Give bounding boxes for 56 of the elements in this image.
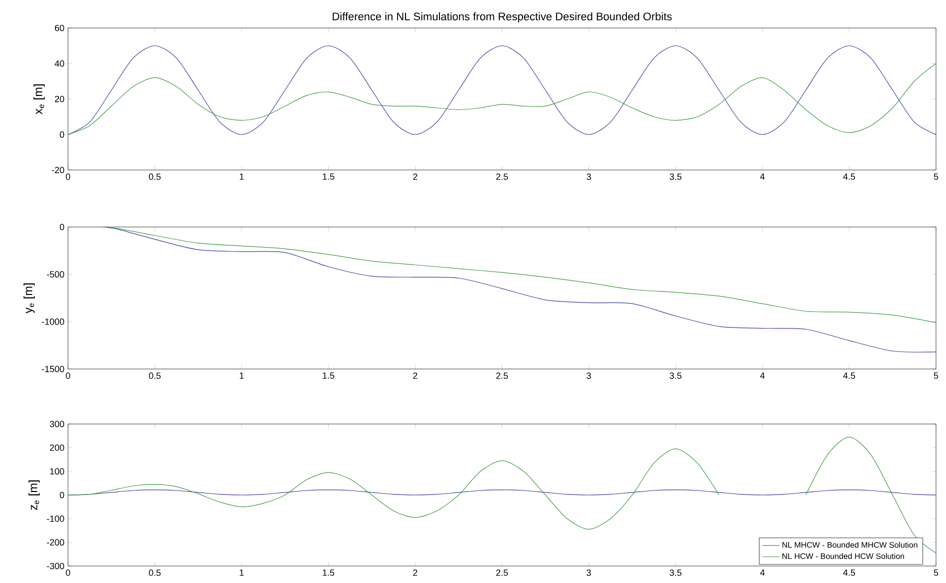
y-tick-label: -100 bbox=[46, 515, 64, 522]
x-tick-label: 0 bbox=[66, 570, 70, 576]
x-tick-label: 0.5 bbox=[148, 174, 161, 180]
x-tick-label: 4.5 bbox=[843, 570, 856, 576]
line-series bbox=[68, 63, 936, 135]
y-tick-label: 200 bbox=[50, 444, 64, 451]
x-tick-label: 3 bbox=[586, 174, 591, 180]
x-tick-label: 2.5 bbox=[496, 372, 508, 379]
y-tick-label: 0 bbox=[60, 131, 64, 138]
x-tick-label: 1.5 bbox=[322, 570, 334, 576]
x-tick-label: 3.5 bbox=[670, 372, 682, 379]
y-tick-label: 40 bbox=[54, 60, 64, 67]
y-tick-label: -300 bbox=[46, 562, 64, 570]
x-tick-label: 3.5 bbox=[670, 570, 682, 576]
x-tick-label: 4 bbox=[760, 372, 765, 379]
x-tick-label: 4 bbox=[760, 570, 765, 576]
y-tick-label: 20 bbox=[54, 96, 64, 102]
x-tick-label: 1 bbox=[240, 174, 244, 180]
x-tick-label: 0.5 bbox=[148, 372, 161, 379]
x-tick-label: 4.5 bbox=[843, 174, 856, 180]
x-tick-label: 3 bbox=[586, 570, 591, 576]
x-tick-label: 1.5 bbox=[322, 174, 334, 180]
y-tick-label: -1500 bbox=[42, 366, 64, 372]
chart-title: Difference in NL Simulations from Respective Desired Bounded Orbits bbox=[332, 12, 672, 22]
line-series bbox=[102, 227, 936, 323]
x-tick-label: 1 bbox=[240, 570, 244, 576]
x-tick-label: 2.5 bbox=[496, 174, 508, 180]
x-tick-label: 1.5 bbox=[322, 372, 334, 379]
line-series bbox=[68, 45, 936, 135]
y-tick-label: 0 bbox=[60, 492, 64, 498]
x-tick-label: 4 bbox=[760, 174, 765, 180]
x-tick-label: 5 bbox=[934, 174, 938, 180]
y-tick-label: 0 bbox=[60, 224, 64, 230]
x-tick-label: 0 bbox=[66, 372, 70, 379]
x-tick-label: 5 bbox=[934, 372, 938, 379]
x-tick-label: 0 bbox=[66, 174, 70, 180]
x-tick-label: 1 bbox=[240, 372, 244, 379]
y-tick-label: 300 bbox=[50, 420, 64, 428]
y-axis-title: y$_{e}$ [m] bbox=[24, 283, 35, 314]
x-tick-label: 2.5 bbox=[496, 570, 508, 576]
y-tick-label: -20 bbox=[52, 166, 64, 174]
x-tick-label: 2 bbox=[413, 372, 418, 379]
y-tick-label: 100 bbox=[50, 468, 64, 475]
y-tick-label: -1000 bbox=[42, 318, 64, 325]
y-tick-label: -200 bbox=[46, 539, 64, 546]
y-axis-title: z$_{e}$ [m] bbox=[28, 480, 40, 510]
x-tick-label: 3 bbox=[586, 372, 591, 379]
x-tick-label: 2 bbox=[413, 570, 418, 576]
x-tick-label: 4.5 bbox=[843, 372, 856, 379]
y-tick-label: -500 bbox=[46, 271, 64, 278]
y-axis-title: x$_{e}$ [m] bbox=[34, 84, 45, 114]
x-tick-label: 0.5 bbox=[148, 570, 161, 576]
x-tick-label: 2 bbox=[413, 174, 418, 180]
x-tick-label: 5 bbox=[934, 570, 938, 576]
x-tick-label: 3.5 bbox=[670, 174, 682, 180]
y-tick-label: 60 bbox=[54, 24, 64, 32]
